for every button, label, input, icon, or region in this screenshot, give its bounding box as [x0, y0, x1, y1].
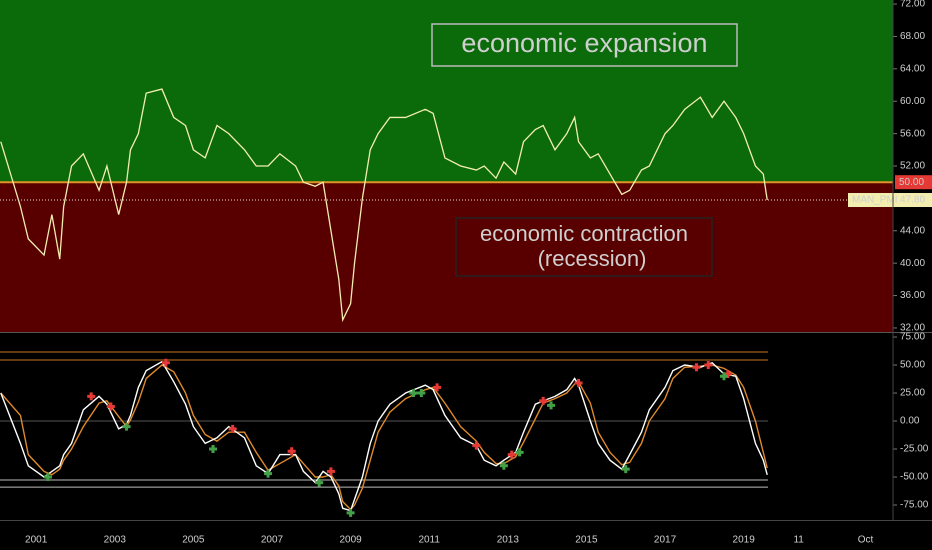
cross-marker [719, 372, 728, 381]
y-tick-label: 25.00 [900, 388, 925, 399]
cross-marker [507, 450, 516, 459]
cross-marker [433, 383, 442, 392]
cross-marker [106, 402, 115, 411]
cross-marker [43, 473, 52, 482]
expansion-zone [0, 0, 893, 183]
y-tick-label: 72.00 [900, 0, 925, 10]
x-tick-label: 2015 [575, 535, 598, 546]
y-tick-label: 56.00 [900, 128, 925, 139]
threshold-label: 50.00 [899, 177, 924, 188]
cross-marker [547, 401, 556, 410]
x-tick-label: 2011 [418, 535, 440, 546]
cross-marker [161, 358, 170, 367]
cross-marker [87, 392, 96, 401]
cross-marker [704, 361, 713, 370]
cross-marker [574, 378, 583, 387]
y-tick-label: -50.00 [900, 472, 929, 483]
cross-marker [326, 467, 335, 476]
cross-marker [209, 445, 218, 454]
cross-marker [499, 461, 508, 470]
cross-marker [264, 469, 273, 478]
last-value-label: 47.80 [900, 195, 925, 206]
cross-marker [692, 363, 701, 372]
series-name: MAN_PMI [852, 195, 898, 206]
last-value-badge [848, 193, 932, 208]
x-tick-label: 2001 [25, 535, 48, 546]
cross-marker [472, 441, 481, 450]
y-tick-label: 0.00 [900, 416, 920, 427]
y-tick-label: -25.00 [900, 444, 929, 455]
x-tick-label: 2019 [733, 535, 756, 546]
series-line [0, 88, 768, 323]
y-tick-label: 40.00 [900, 258, 925, 269]
annotation: economic expansion [461, 28, 707, 58]
x-tick-label: 2009 [339, 535, 362, 546]
cross-marker [515, 448, 524, 457]
cross-marker [315, 478, 324, 487]
y-tick-label: 52.00 [900, 161, 925, 172]
y-tick-label: 75.00 [900, 332, 925, 343]
cross-marker [539, 396, 548, 405]
y-tick-label: 44.00 [900, 225, 925, 236]
cross-marker [409, 389, 418, 398]
threshold-badge [895, 175, 932, 190]
y-tick-label: 64.00 [900, 63, 925, 74]
x-tick-label: 2013 [497, 535, 520, 546]
x-tick-label: 2017 [654, 535, 677, 546]
x-tick-label: 2007 [261, 535, 284, 546]
cross-marker [228, 424, 237, 433]
contraction-zone [0, 182, 893, 332]
y-tick-label: 68.00 [900, 31, 925, 42]
y-tick-label: 32.00 [900, 323, 925, 334]
annotation-box [455, 217, 713, 277]
annotation: economic contraction [480, 221, 688, 246]
cross-marker [621, 465, 630, 474]
y-tick-label: 50.00 [900, 360, 925, 371]
cross-marker [287, 447, 296, 456]
series-line [0, 360, 768, 512]
x-tick-label: Oct [858, 535, 874, 546]
cross-marker [346, 508, 355, 517]
x-tick-label: 2005 [182, 535, 205, 546]
annotation-box [431, 23, 738, 67]
y-tick-label: 36.00 [900, 290, 925, 301]
x-tick-label: 11 [793, 535, 804, 546]
annotation: (recession) [538, 246, 647, 271]
cross-marker [122, 422, 131, 431]
cross-marker [417, 389, 426, 398]
x-tick-label: 2003 [104, 535, 127, 546]
y-tick-label: 60.00 [900, 96, 925, 107]
y-tick-label: -75.00 [900, 500, 929, 511]
